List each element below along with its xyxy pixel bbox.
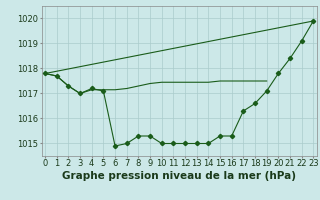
X-axis label: Graphe pression niveau de la mer (hPa): Graphe pression niveau de la mer (hPa) bbox=[62, 171, 296, 181]
